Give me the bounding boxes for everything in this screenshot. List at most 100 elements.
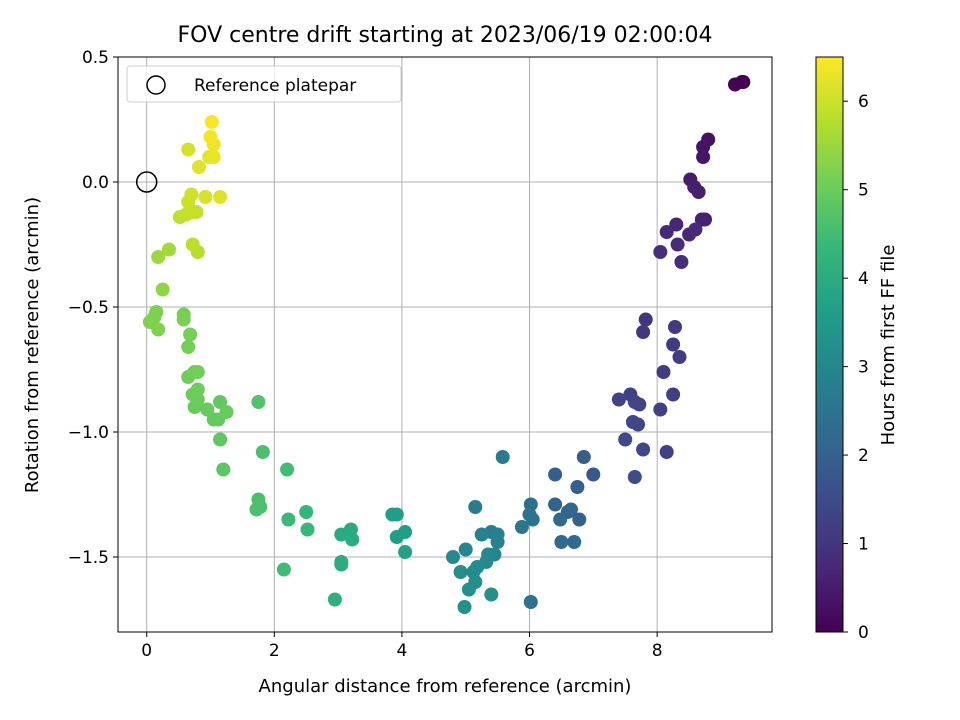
- legend-label-reference-platepar: Reference platepar: [194, 76, 356, 96]
- y-axis-ticks: 0.5 0.0 −0.5 −1.0 −1.5: [68, 48, 118, 568]
- scatter-point: [672, 350, 687, 364]
- y-tick-label: −1.0: [68, 423, 109, 443]
- scatter-point: [735, 75, 749, 89]
- colorbar-tick-label: 2: [858, 446, 869, 466]
- reference-marker-group: [135, 171, 158, 193]
- chart-title: FOV centre drift starting at 2023/06/19 …: [178, 23, 713, 48]
- legend-box: [126, 65, 402, 103]
- scatter-point: [155, 282, 170, 297]
- x-tick-label: 0: [141, 641, 152, 661]
- scatter-points: [142, 75, 751, 614]
- scatter-point: [151, 250, 166, 264]
- colorbar-tick-label: 5: [858, 181, 869, 201]
- scatter-point: [632, 397, 647, 412]
- scatter-point: [198, 190, 213, 204]
- colorbar-ticks: 0 1 2 3 4 5 6: [843, 92, 869, 643]
- scatter-point: [525, 512, 540, 527]
- scatter-point: [398, 545, 413, 559]
- scatter-point: [548, 497, 563, 512]
- scatter-point: [548, 467, 563, 482]
- scatter-point: [253, 500, 268, 514]
- scatter-point: [176, 312, 191, 327]
- x-axis-label: Angular distance from reference (arcmin): [259, 676, 632, 697]
- scatter-point: [457, 600, 472, 614]
- scatter-point: [162, 242, 176, 257]
- scatter-point: [514, 520, 529, 534]
- scatter-point: [468, 500, 483, 514]
- scatter-point: [586, 467, 601, 482]
- legend: Reference platepar: [126, 65, 402, 103]
- scatter-point: [190, 392, 205, 407]
- scatter-point: [688, 222, 703, 237]
- scatter-point: [151, 322, 166, 337]
- scatter-point: [251, 395, 266, 409]
- scatter-point: [570, 480, 585, 494]
- scatter-point: [698, 212, 712, 227]
- scatter-point: [696, 150, 711, 164]
- scatter-point: [627, 470, 642, 484]
- scatter-point: [183, 327, 198, 342]
- legend-reference-marker: [146, 75, 166, 95]
- scatter-point: [385, 507, 400, 522]
- scatter-point: [190, 382, 205, 397]
- scatter-point: [213, 432, 228, 447]
- colorbar: 0 1 2 3 4 5 6 Hours from first FF file: [815, 56, 899, 643]
- scatter-point: [213, 190, 228, 204]
- colorbar-tick-label: 6: [858, 92, 869, 112]
- y-axis-label: Rotation from reference (arcmin): [22, 197, 43, 493]
- scatter-point: [554, 535, 569, 549]
- x-axis-ticks: 0 2 4 6 8: [141, 632, 663, 661]
- scatter-point: [653, 245, 668, 259]
- scatter-point: [389, 530, 404, 544]
- x-tick-label: 8: [652, 641, 663, 661]
- scatter-point: [219, 405, 234, 419]
- y-tick-label: 0.0: [82, 173, 109, 193]
- scatter-point: [453, 565, 468, 579]
- reference-platepar-marker: [135, 171, 158, 193]
- scatter-point: [669, 217, 684, 232]
- scatter-point: [281, 512, 296, 527]
- y-tick-label: −0.5: [68, 298, 109, 318]
- scatter-point: [185, 237, 200, 252]
- scatter-point: [334, 527, 349, 542]
- scatter-point: [567, 535, 582, 549]
- scatter-point: [564, 502, 578, 517]
- scatter-point: [206, 150, 221, 164]
- scatter-point: [213, 395, 228, 409]
- plot-frame: [117, 56, 773, 633]
- scatter-point: [611, 392, 626, 407]
- scatter-point: [666, 337, 681, 352]
- scatter-point: [458, 542, 473, 557]
- scatter-point: [181, 340, 196, 354]
- scatter-point: [572, 512, 587, 527]
- scatter-point: [523, 595, 538, 609]
- scatter-point: [631, 417, 645, 432]
- scatter-point: [184, 187, 199, 202]
- scatter-point: [461, 582, 476, 597]
- colorbar-tick-label: 0: [858, 623, 869, 643]
- scatter-point: [691, 185, 706, 199]
- scatter-point: [659, 225, 674, 239]
- scatter-point: [334, 557, 349, 572]
- scatter-point: [696, 140, 711, 154]
- scatter-point: [299, 505, 314, 519]
- colorbar-label: Hours from first FF file: [878, 245, 899, 446]
- scatter-point: [181, 142, 196, 157]
- scatter-point: [280, 462, 295, 477]
- x-tick-label: 6: [524, 641, 535, 661]
- scatter-point: [674, 255, 689, 269]
- scatter-point: [206, 412, 221, 427]
- scatter-point: [653, 402, 668, 417]
- colorbar-tick-label: 1: [858, 535, 869, 555]
- scatter-point: [638, 312, 653, 327]
- x-tick-label: 2: [269, 641, 280, 661]
- scatter-point: [666, 387, 681, 402]
- colorbar-gradient: [815, 56, 844, 633]
- scatter-point: [495, 450, 510, 464]
- colorbar-tick-label: 3: [858, 358, 869, 378]
- scatter-point: [668, 320, 682, 334]
- scatter-point: [190, 365, 205, 379]
- scatter-point: [484, 587, 499, 602]
- scatter-point: [576, 450, 591, 464]
